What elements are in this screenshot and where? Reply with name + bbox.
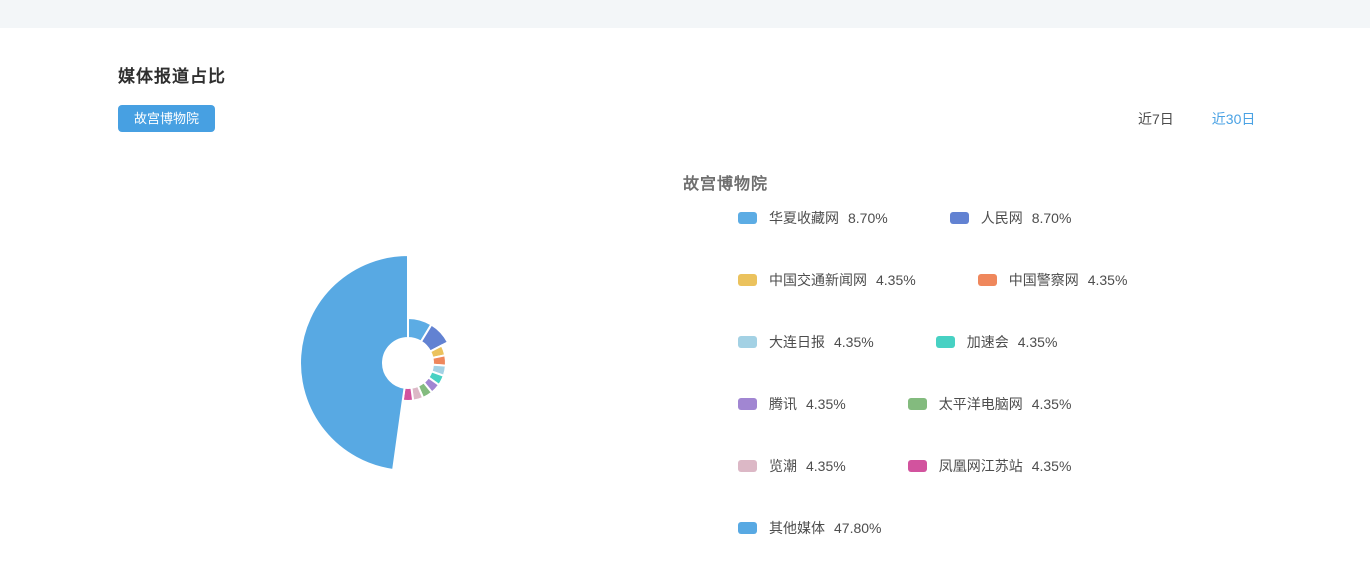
legend-percent: 4.35% <box>1087 272 1128 288</box>
time-range-switch: 近7日 近30日 <box>1138 109 1268 129</box>
top-bar <box>0 0 1370 28</box>
legend-row: 中国交通新闻网 4.35% 中国警察网 4.35% <box>738 271 1298 289</box>
legend-swatch-icon <box>935 336 955 348</box>
page-title: 媒体报道占比 <box>118 67 226 86</box>
legend-row: 其他媒体 47.80% <box>738 519 1298 537</box>
legend-swatch-icon <box>738 274 757 286</box>
legend-name: 中国交通新闻网 <box>769 272 867 288</box>
legend-swatch-icon <box>949 212 969 224</box>
legend-swatch-icon <box>738 212 757 224</box>
legend-name: 腾讯 <box>769 396 797 412</box>
legend-row: 腾讯 4.35% 太平洋电脑网 4.35% <box>738 395 1298 413</box>
entity-filter-button[interactable]: 故宫博物院 <box>118 105 215 132</box>
legend-row: 华夏收藏网 8.70% 人民网 8.70% <box>738 209 1298 227</box>
legend-swatch-icon <box>738 460 757 472</box>
legend-percent: 4.35% <box>834 334 874 350</box>
legend-item-9[interactable]: 凤凰网江苏站 4.35% <box>907 456 1072 476</box>
chart-legend: 华夏收藏网 8.70% 人民网 8.70% 中国交通新闻网 4.35% 中国警察网 4.35%… <box>738 209 1298 562</box>
legend-percent: 4.35% <box>1031 458 1072 474</box>
legend-name: 华夏收藏网 <box>769 210 839 226</box>
legend-swatch-icon <box>738 336 757 348</box>
legend-name: 太平洋电脑网 <box>938 396 1023 412</box>
legend-item-8[interactable]: 览潮 4.35% <box>738 456 846 476</box>
legend-swatch-icon <box>907 398 927 410</box>
legend-percent: 47.80% <box>834 520 882 536</box>
time-range-7d-link[interactable]: 近7日 <box>1138 111 1174 127</box>
chart-title: 故宫博物院 <box>683 176 769 193</box>
legend-name: 览潮 <box>769 458 797 474</box>
legend-swatch-icon <box>907 460 927 472</box>
legend-name: 加速会 <box>966 334 1009 350</box>
legend-name: 凤凰网江苏站 <box>938 458 1023 474</box>
legend-item-5[interactable]: 加速会 4.35% <box>935 332 1058 352</box>
legend-item-4[interactable]: 大连日报 4.35% <box>738 332 874 352</box>
legend-item-6[interactable]: 腾讯 4.35% <box>738 394 846 414</box>
legend-percent: 4.35% <box>1017 334 1058 350</box>
legend-item-3[interactable]: 中国警察网 4.35% <box>977 270 1128 290</box>
legend-row: 览潮 4.35% 凤凰网江苏站 4.35% <box>738 457 1298 475</box>
legend-name: 其他媒体 <box>769 520 825 536</box>
legend-percent: 8.70% <box>848 210 888 226</box>
legend-item-1[interactable]: 人民网 8.70% <box>949 208 1072 228</box>
legend-swatch-icon <box>738 522 757 534</box>
legend-item-0[interactable]: 华夏收藏网 8.70% <box>738 208 888 228</box>
legend-item-10[interactable]: 其他媒体 47.80% <box>738 518 881 538</box>
legend-percent: 4.35% <box>806 458 846 474</box>
legend-percent: 4.35% <box>806 396 846 412</box>
legend-item-2[interactable]: 中国交通新闻网 4.35% <box>738 270 916 290</box>
legend-swatch-icon <box>977 274 997 286</box>
legend-name: 人民网 <box>980 210 1023 226</box>
legend-item-7[interactable]: 太平洋电脑网 4.35% <box>907 394 1072 414</box>
legend-name: 大连日报 <box>769 334 825 350</box>
legend-name: 中国警察网 <box>1008 272 1079 288</box>
pie-slice-10[interactable] <box>299 254 409 472</box>
legend-row: 大连日报 4.35% 加速会 4.35% <box>738 333 1298 351</box>
legend-percent: 4.35% <box>876 272 916 288</box>
legend-percent: 4.35% <box>1031 396 1072 412</box>
legend-swatch-icon <box>738 398 757 410</box>
time-range-30d-link[interactable]: 近30日 <box>1211 111 1256 127</box>
legend-percent: 8.70% <box>1031 210 1072 226</box>
